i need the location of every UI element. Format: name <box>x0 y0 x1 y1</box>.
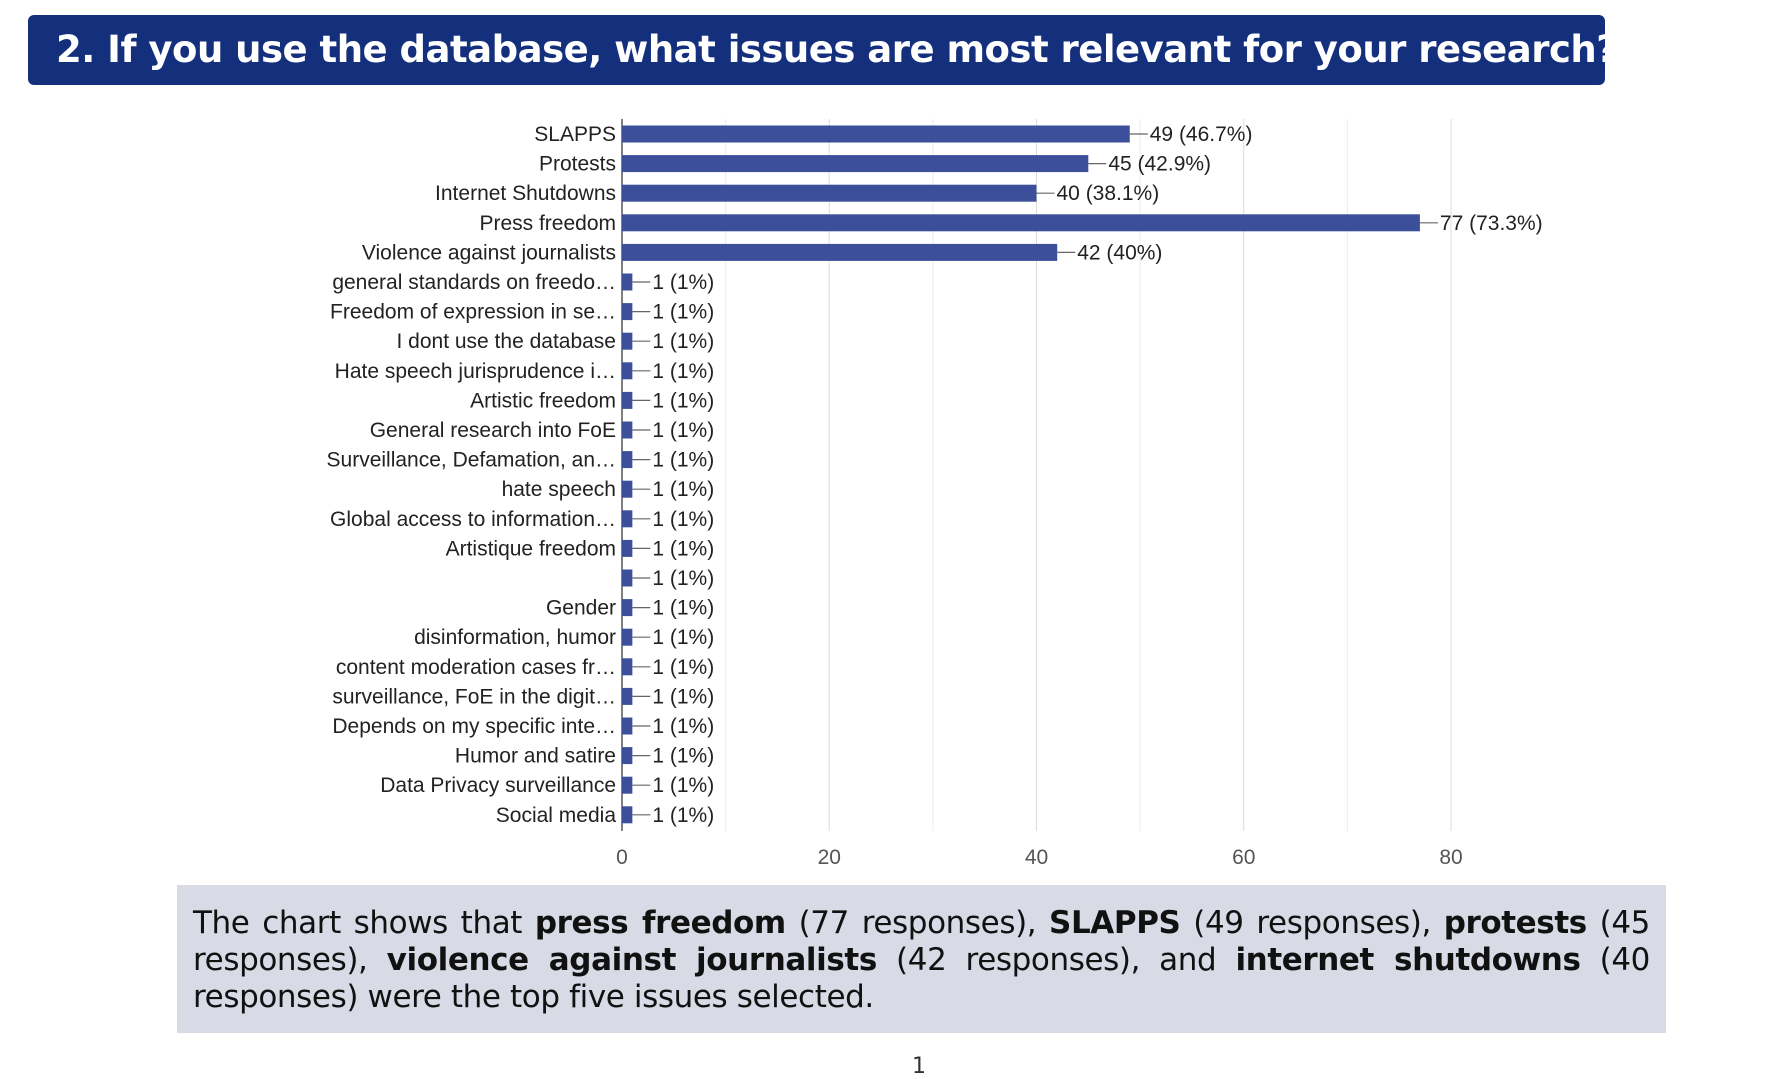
category-label: Artistic freedom <box>470 389 616 412</box>
x-tick-label: 80 <box>1439 846 1462 869</box>
category-label: content moderation cases fr… <box>336 656 616 679</box>
bar <box>622 362 633 380</box>
data-label: 40 (38.1%) <box>1057 182 1160 205</box>
data-label: 1 (1%) <box>652 656 714 679</box>
data-label: 45 (42.9%) <box>1108 153 1211 176</box>
data-label: 77 (73.3%) <box>1440 212 1543 235</box>
category-label: Social media <box>496 804 617 827</box>
bar <box>622 155 1089 173</box>
bar <box>622 510 633 528</box>
summary-highlight: violence against journalists <box>386 942 878 978</box>
data-label: 1 (1%) <box>652 330 714 353</box>
bar <box>622 599 633 617</box>
summary-text: The chart shows that press freedom (77 r… <box>193 905 1650 1016</box>
bar <box>622 184 1037 202</box>
bar <box>622 243 1058 261</box>
bar <box>622 303 633 321</box>
summary-highlight: protests <box>1443 905 1588 941</box>
data-label: 1 (1%) <box>652 360 714 383</box>
data-label: 1 (1%) <box>652 508 714 531</box>
data-label: 1 (1%) <box>652 804 714 827</box>
bar <box>622 806 633 824</box>
bar <box>622 687 633 705</box>
category-label: Global access to information… <box>330 508 616 531</box>
category-label: Press freedom <box>479 212 616 235</box>
category-label: Depends on my specific inte… <box>332 715 616 738</box>
data-label: 1 (1%) <box>652 597 714 620</box>
category-label: Freedom of expression in se… <box>330 301 616 324</box>
category-label: surveillance, FoE in the digit… <box>332 685 616 708</box>
category-label: Internet Shutdowns <box>435 182 616 205</box>
category-label: Protests <box>539 153 616 176</box>
category-label: Humor and satire <box>455 745 616 768</box>
bar <box>622 569 633 587</box>
bar <box>622 747 633 765</box>
bar <box>622 658 633 676</box>
data-label: 1 (1%) <box>652 478 714 501</box>
bar <box>622 214 1420 232</box>
x-tick-label: 40 <box>1025 846 1048 869</box>
data-label: 1 (1%) <box>652 389 714 412</box>
summary-fragment: (49 responses), <box>1180 905 1444 941</box>
bar <box>622 273 633 291</box>
bar <box>622 539 633 557</box>
data-label: 1 (1%) <box>652 745 714 768</box>
category-label: Violence against journalists <box>362 241 616 264</box>
data-label: 49 (46.7%) <box>1150 123 1253 146</box>
category-label: Hate speech jurisprudence i… <box>335 360 616 383</box>
category-label: General research into FoE <box>370 419 616 442</box>
bar <box>622 776 633 794</box>
bar <box>622 628 633 646</box>
category-label: disinformation, humor <box>414 626 616 649</box>
category-label: general standards on freedo… <box>332 271 616 294</box>
data-label: 1 (1%) <box>652 567 714 590</box>
data-label: 1 (1%) <box>652 419 714 442</box>
category-label: SLAPPS <box>534 123 616 146</box>
data-label: 1 (1%) <box>652 715 714 738</box>
summary-fragment: (45 responses), <box>193 905 1650 978</box>
summary-fragment: The chart shows that <box>193 905 535 941</box>
data-label: 42 (40%) <box>1077 241 1162 264</box>
category-label: Artistique freedom <box>446 537 616 560</box>
data-label: 1 (1%) <box>652 626 714 649</box>
summary-highlight: SLAPPS <box>1049 905 1181 941</box>
category-label: Surveillance, Defamation, an… <box>327 449 616 472</box>
x-tick-label: 60 <box>1232 846 1255 869</box>
question-title: 2. If you use the database, what issues … <box>28 15 1618 85</box>
bar <box>622 391 633 409</box>
data-label: 1 (1%) <box>652 449 714 472</box>
summary-highlight: press freedom <box>534 905 786 941</box>
data-label: 1 (1%) <box>652 271 714 294</box>
x-tick-label: 20 <box>818 846 841 869</box>
chart-svg: 0 20 40 60 80 SLAPPS 49 (46.7%) Protests 45 (42.… <box>327 119 1543 869</box>
bar <box>622 125 1130 143</box>
bar <box>622 717 633 735</box>
summary-highlight: internet shutdowns <box>1235 942 1581 978</box>
summary-box: The chart shows that press freedom (77 r… <box>177 885 1666 1033</box>
bar <box>622 332 633 350</box>
category-label: I dont use the database <box>396 330 616 353</box>
summary-fragment: (42 responses), and <box>876 942 1236 978</box>
category-label: Gender <box>546 597 616 620</box>
data-label: 1 (1%) <box>652 537 714 560</box>
category-label: Data Privacy surveillance <box>380 774 616 797</box>
bar-chart: 0 20 40 60 80 SLAPPS 49 (46.7%) Protests 45 (42.… <box>327 119 1543 869</box>
page-number: 1 <box>912 1054 926 1079</box>
bar <box>622 480 633 498</box>
data-label: 1 (1%) <box>652 774 714 797</box>
summary-fragment: (40 responses) were the top five issues … <box>193 942 1650 1015</box>
bar <box>622 451 633 469</box>
category-label: hate speech <box>502 478 616 501</box>
bar <box>622 421 633 439</box>
data-label: 1 (1%) <box>652 301 714 324</box>
data-label: 1 (1%) <box>652 685 714 708</box>
summary-fragment: (77 responses), <box>785 905 1050 941</box>
x-tick-label: 0 <box>616 846 628 869</box>
